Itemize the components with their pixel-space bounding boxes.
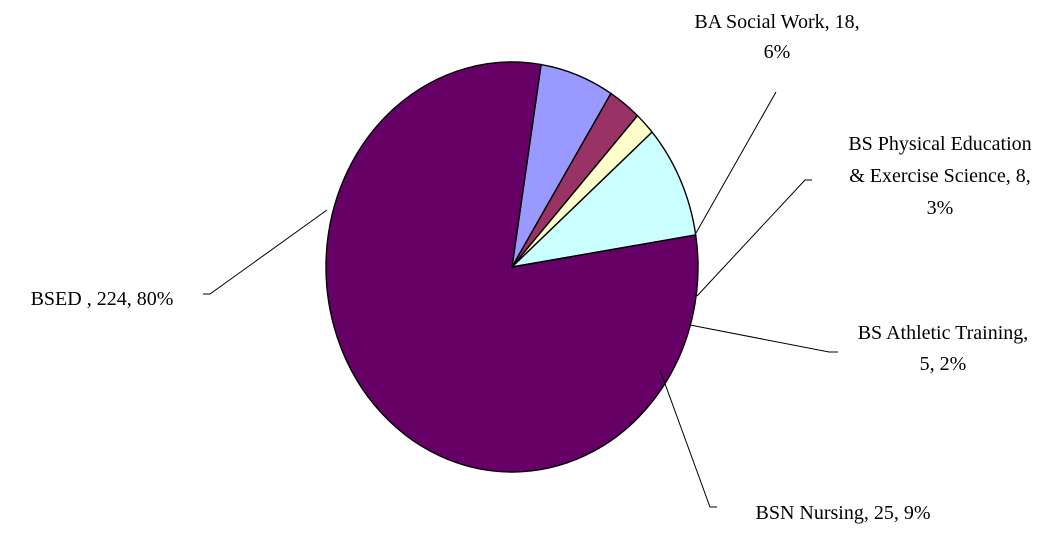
leader-line-3 — [689, 324, 838, 353]
leader-line-5 — [203, 209, 328, 295]
slice-label-1: BA Social Work, 18, 6% — [694, 11, 859, 63]
slice-label-2: BS Physical Education & Exercise Science,… — [848, 133, 1031, 219]
slice-label-line: 3% — [927, 197, 954, 219]
leader-line-1 — [695, 91, 777, 234]
slice-label-line: 5, 2% — [920, 353, 967, 375]
slice-label-5: BSED , 224, 80% — [31, 288, 174, 310]
leader-line-4 — [659, 369, 717, 508]
slice-label-line: BSED , 224, 80% — [31, 288, 174, 310]
slice-label-line: BS Athletic Training, — [858, 322, 1029, 344]
slice-label-line: BSN Nursing, 25, 9% — [755, 502, 930, 524]
leader-lines-layer — [203, 91, 838, 508]
slice-label-4: BSN Nursing, 25, 9% — [755, 502, 930, 524]
slice-label-line: 6% — [764, 41, 791, 63]
labels-layer: BA Social Work, 18, 6% BS Physical Educati… — [31, 11, 1032, 524]
slice-label-line: & Exercise Science, 8, — [849, 165, 1031, 187]
slice-label-line: BS Physical Education — [848, 133, 1031, 155]
pie-slice-4 — [509, 131, 697, 269]
slice-label-3: BS Athletic Training, 5, 2% — [858, 322, 1029, 375]
slices-layer — [325, 61, 699, 473]
leader-line-2 — [696, 179, 812, 297]
slice-label-line: BA Social Work, 18, — [694, 11, 859, 33]
